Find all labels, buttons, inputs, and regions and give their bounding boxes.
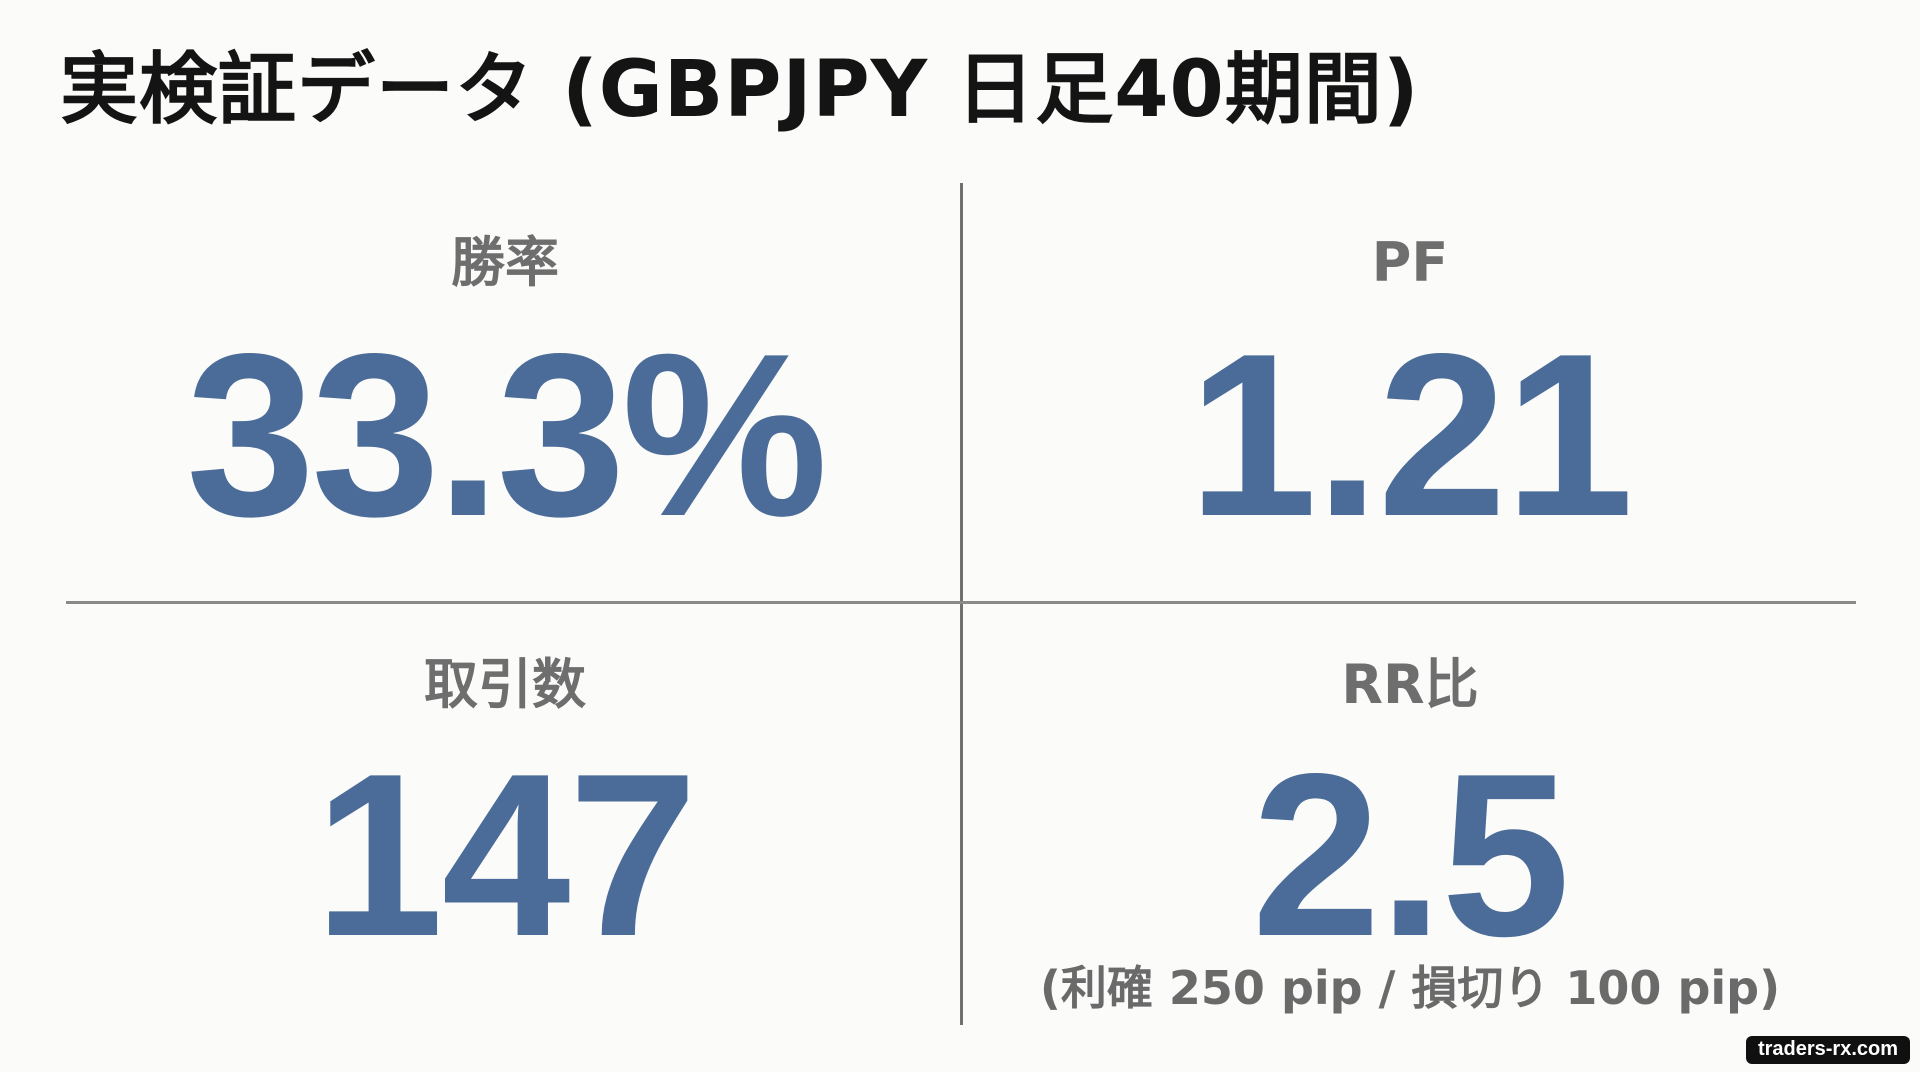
page-title: 実検証データ (GBPJPY 日足40期間) [60,45,1420,135]
rr-ratio-note: (利確 250 pip / 損切り 100 pip) [1039,961,1781,1015]
trade-count-panel: 取引数 147 [70,658,940,972]
win-rate-label: 勝率 [451,231,559,294]
rr-ratio-panel: RR比 2.5 [975,658,1845,972]
watermark-badge: traders-rx.com [1745,1036,1910,1064]
rr-ratio-label: RR比 [1341,653,1479,716]
trade-count-value: 147 [314,726,697,985]
profit-factor-value: 1.21 [1188,306,1634,565]
win-rate-panel: 勝率 33.3% [70,236,940,552]
trade-count-label: 取引数 [424,653,586,716]
profit-factor-label: PF [1371,231,1449,294]
profit-factor-panel: PF 1.21 [975,236,1845,552]
win-rate-value: 33.3% [186,306,828,565]
rr-ratio-value: 2.5 [1251,726,1571,985]
horizontal-divider [66,601,1856,604]
vertical-divider [960,183,963,1025]
